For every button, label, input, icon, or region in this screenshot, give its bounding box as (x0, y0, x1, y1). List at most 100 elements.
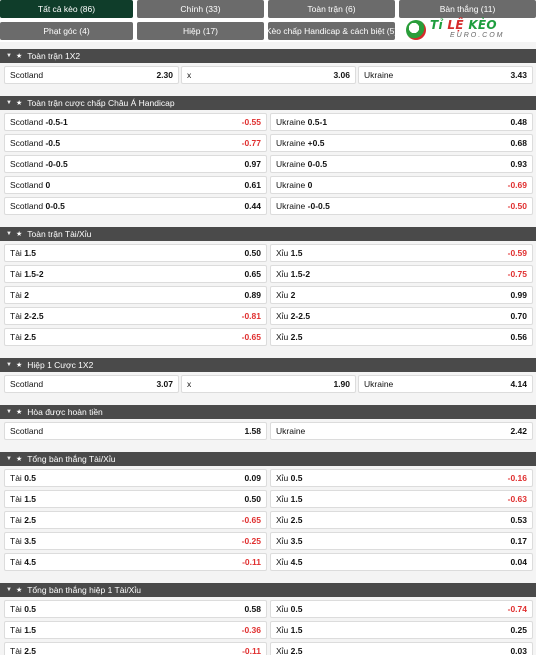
collapse-triangle-icon[interactable]: ▼ (6, 53, 12, 59)
odds-cell[interactable]: Tài 2.5 -0.65 (4, 328, 267, 346)
odds-value: 0.70 (510, 311, 527, 321)
collapse-triangle-icon[interactable]: ▼ (6, 587, 12, 593)
tab-5[interactable]: Hiệp (17) (137, 22, 264, 40)
odds-value: -0.25 (241, 536, 261, 546)
odds-cell[interactable]: Xỉu 1.5 -0.63 (270, 490, 533, 508)
odds-cell[interactable]: x 1.90 (181, 375, 356, 393)
odds-value: 0.03 (510, 646, 527, 655)
odds-cell[interactable]: Xỉu 2.5 0.03 (270, 642, 533, 655)
odds-label: Tài 2.5 (10, 332, 37, 342)
section-title: Toàn trận 1X2 (27, 51, 81, 61)
section-header[interactable]: ▼ ★ Tổng bàn thắng hiệp 1 Tài/Xỉu (0, 583, 536, 597)
odds-cell[interactable]: Tài 1.5 0.50 (4, 490, 267, 508)
collapse-triangle-icon[interactable]: ▼ (6, 456, 12, 462)
odds-line: 0-0.5 (45, 201, 65, 211)
odds-cell[interactable]: Scotland 2.30 (4, 66, 179, 84)
odds-cell[interactable]: Tài 0.5 0.58 (4, 600, 267, 618)
odds-cell[interactable]: Tài 3.5 -0.25 (4, 532, 267, 550)
tab-3[interactable]: Bàn thắng (11) (399, 0, 536, 18)
odds-cell[interactable]: Ukraine -0-0.5 -0.50 (270, 197, 533, 215)
odds-label: x (187, 70, 192, 80)
odds-cell[interactable]: Ukraine 4.14 (358, 375, 533, 393)
odds-cell[interactable]: Scotland 0 0.61 (4, 176, 267, 194)
odds-label: Xỉu 1.5-2 (276, 269, 311, 279)
odds-value: -0.77 (241, 138, 261, 148)
odds-cell[interactable]: Xỉu 3.5 0.17 (270, 532, 533, 550)
odds-cell[interactable]: Ukraine 0-0.5 0.93 (270, 155, 533, 173)
odds-cell[interactable]: Xỉu 0.5 -0.74 (270, 600, 533, 618)
odds-cell[interactable]: Xỉu 2-2.5 0.70 (270, 307, 533, 325)
odds-label: Tài 1.5 (10, 625, 37, 635)
odds-cell[interactable]: Ukraine 2.42 (270, 422, 533, 440)
odds-cell[interactable]: Xỉu 1.5 -0.59 (270, 244, 533, 262)
tab-0[interactable]: Tất cả kèo (86) (0, 0, 133, 18)
odds-value: -0.16 (507, 473, 527, 483)
odds-value: 0.56 (510, 332, 527, 342)
odds-line: 2-2.5 (24, 311, 44, 321)
odds-label: Ukraine 0.5-1 (276, 117, 328, 127)
star-icon[interactable]: ★ (15, 587, 23, 594)
section-header[interactable]: ▼ ★ Hòa được hoàn tiền (0, 405, 536, 419)
tab-6[interactable]: Kèo chấp Handicap & cách biệt (5) (266, 22, 397, 40)
odds-label: Ukraine 0-0.5 (276, 159, 328, 169)
section-header[interactable]: ▼ ★ Hiệp 1 Cược 1X2 (0, 358, 536, 372)
odds-cell[interactable]: Ukraine 0.5-1 0.48 (270, 113, 533, 131)
tab-1[interactable]: Chính (33) (137, 0, 264, 18)
odds-line: 2.5 (290, 515, 303, 525)
odds-cell[interactable]: Tài 0.5 0.09 (4, 469, 267, 487)
star-icon[interactable]: ★ (15, 362, 23, 369)
odds-cell[interactable]: Scotland -0.5 -0.77 (4, 134, 267, 152)
odds-cell[interactable]: x 3.06 (181, 66, 356, 84)
odds-cell[interactable]: Ukraine +0.5 0.68 (270, 134, 533, 152)
odds-cell[interactable]: Xỉu 1.5 0.25 (270, 621, 533, 639)
odds-label: Scotland -0-0.5 (10, 159, 68, 169)
odds-label: Scotland -0.5-1 (10, 117, 68, 127)
odds-cell[interactable]: Tài 2.5 -0.65 (4, 511, 267, 529)
odds-value: 0.97 (244, 159, 261, 169)
section-header[interactable]: ▼ ★ Toàn trận Tài/Xỉu (0, 227, 536, 241)
odds-cell[interactable]: Tài 4.5 -0.11 (4, 553, 267, 571)
odds-cell[interactable]: Tài 2.5 -0.11 (4, 642, 267, 655)
star-icon[interactable]: ★ (15, 231, 23, 238)
collapse-triangle-icon[interactable]: ▼ (6, 100, 12, 106)
odds-cell[interactable]: Xỉu 2 0.99 (270, 286, 533, 304)
odds-cell[interactable]: Xỉu 1.5-2 -0.75 (270, 265, 533, 283)
odds-cell[interactable]: Xỉu 2.5 0.56 (270, 328, 533, 346)
odds-cell[interactable]: Xỉu 0.5 -0.16 (270, 469, 533, 487)
odds-cell[interactable]: Scotland -0.5-1 -0.55 (4, 113, 267, 131)
section-title: Tổng bàn thắng hiệp 1 Tài/Xỉu (27, 585, 141, 595)
odds-value: -0.63 (507, 494, 527, 504)
odds-cell[interactable]: Scotland 0-0.5 0.44 (4, 197, 267, 215)
odds-cell[interactable]: Scotland 3.07 (4, 375, 179, 393)
odds-cell[interactable]: Tài 1.5 0.50 (4, 244, 267, 262)
star-icon[interactable]: ★ (15, 100, 23, 107)
odds-cell[interactable]: Scotland -0-0.5 0.97 (4, 155, 267, 173)
odds-line: 2.5 (290, 646, 303, 655)
odds-cell[interactable]: Tài 2-2.5 -0.81 (4, 307, 267, 325)
star-icon[interactable]: ★ (15, 53, 23, 60)
odds-label: Ukraine +0.5 (276, 138, 325, 148)
odds-cell[interactable]: Ukraine 3.43 (358, 66, 533, 84)
section-header[interactable]: ▼ ★ Toàn trận 1X2 (0, 49, 536, 63)
odds-label: Xỉu 2 (276, 290, 296, 300)
odds-value: -0.81 (241, 311, 261, 321)
odds-cell[interactable]: Tài 1.5-2 0.65 (4, 265, 267, 283)
odds-cell[interactable]: Tài 1.5 -0.36 (4, 621, 267, 639)
odds-value: 0.89 (244, 290, 261, 300)
star-icon[interactable]: ★ (15, 409, 23, 416)
odds-cell[interactable]: Xỉu 4.5 0.04 (270, 553, 533, 571)
tab-2[interactable]: Toàn trận (6) (268, 0, 395, 18)
star-icon[interactable]: ★ (15, 456, 23, 463)
collapse-triangle-icon[interactable]: ▼ (6, 409, 12, 415)
section-header[interactable]: ▼ ★ Toàn trận cược chấp Châu Á Handicap (0, 96, 536, 110)
odds-line: 2.5 (24, 646, 37, 655)
odds-cell[interactable]: Xỉu 2.5 0.53 (270, 511, 533, 529)
odds-cell[interactable]: Tài 2 0.89 (4, 286, 267, 304)
section-header[interactable]: ▼ ★ Tổng bàn thắng Tài/Xỉu (0, 452, 536, 466)
tab-4[interactable]: Phạt góc (4) (0, 22, 133, 40)
odds-cell[interactable]: Scotland 1.58 (4, 422, 267, 440)
collapse-triangle-icon[interactable]: ▼ (6, 231, 12, 237)
odds-label: Ukraine -0-0.5 (276, 201, 330, 211)
odds-cell[interactable]: Ukraine 0 -0.69 (270, 176, 533, 194)
collapse-triangle-icon[interactable]: ▼ (6, 362, 12, 368)
